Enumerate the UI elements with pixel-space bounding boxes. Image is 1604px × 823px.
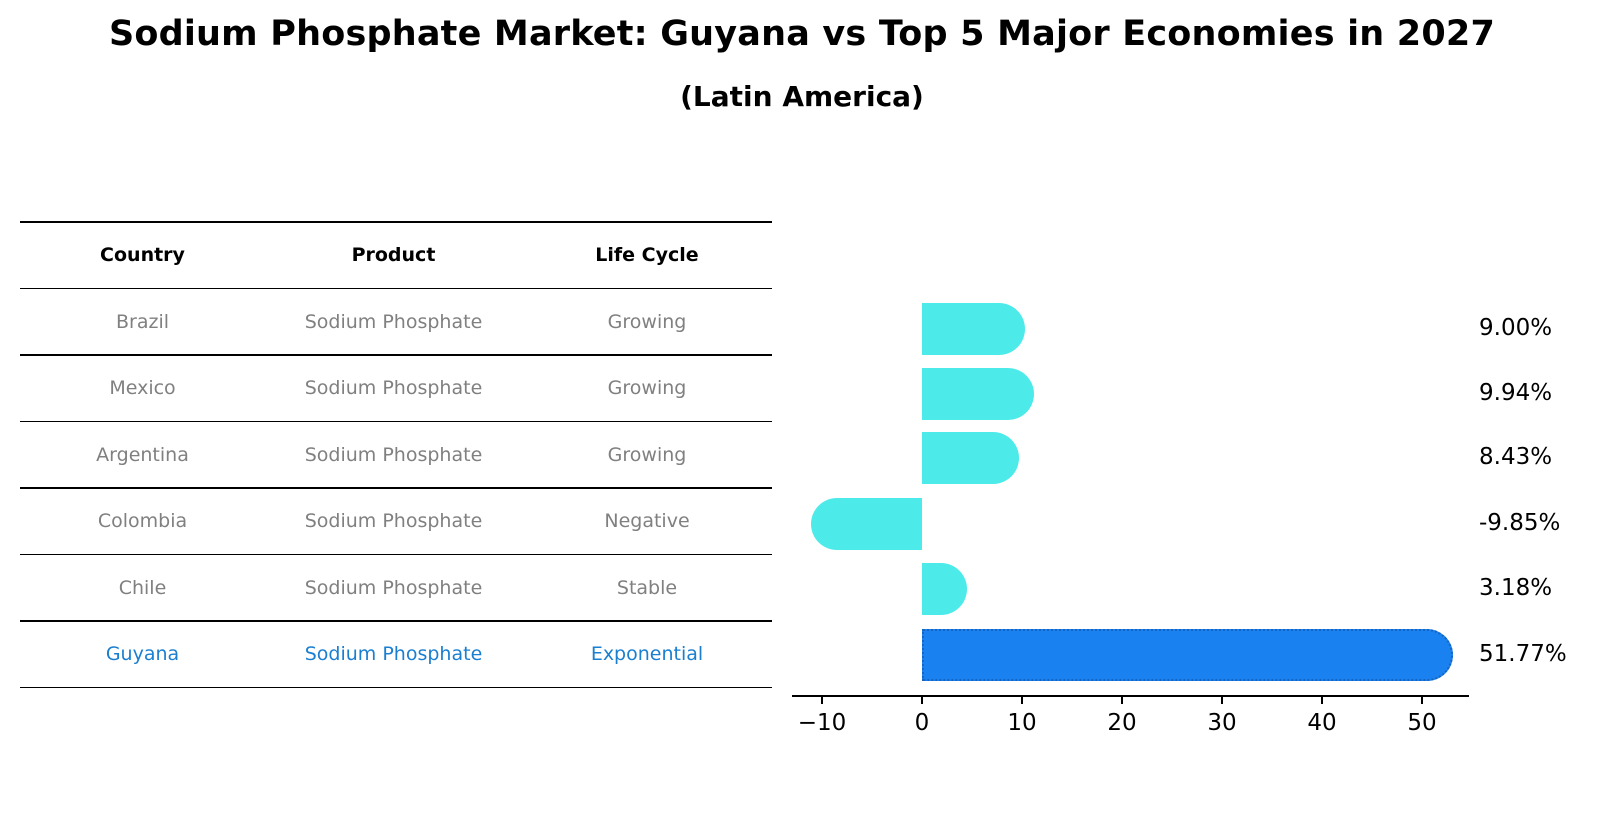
table-cell-product: Sodium Phosphate [304,643,483,665]
x-tick [1221,697,1223,704]
bar-argentina [922,432,1020,484]
table-divider [20,221,772,223]
table-cell-country: Brazil [115,310,170,333]
x-tick [1121,697,1123,704]
table-cell-life-cycle: Growing [607,310,687,333]
table-cell-product: Sodium Phosphate [304,510,483,532]
chart-subtitle: (Latin America) [680,80,924,113]
x-tick-label: −10 [797,710,847,736]
table-cell-life-cycle: Exponential [590,643,704,665]
x-tick-label: 30 [1207,710,1237,736]
value-label: 3.18% [1479,575,1553,601]
table-header-row: Country Product Life Cycle [20,222,772,288]
x-tick-label: 0 [914,710,930,736]
table-divider [20,420,772,422]
table-cell-life-cycle: Growing [607,443,687,466]
table-divider [20,553,772,555]
table-cell-country: Chile [118,576,167,599]
table-cell-product: Sodium Phosphate [304,377,483,399]
x-tick [821,697,823,704]
table-divider [20,686,772,688]
value-label: 8.43% [1479,444,1553,470]
table-divider [20,487,772,489]
value-label: 9.00% [1479,315,1553,341]
bar-guyana [922,629,1453,681]
bar-colombia [810,498,922,550]
x-tick [1321,697,1323,704]
x-tick-label: 10 [1007,710,1037,736]
table-header-cell: Life Cycle [595,244,699,266]
value-label: 51.77% [1479,641,1567,667]
x-tick-label: 40 [1307,710,1337,736]
table-cell-country: Guyana [105,643,180,665]
table-divider [20,620,772,622]
x-tick [1021,697,1023,704]
table-header-cell: Country [100,244,185,266]
table-cell-life-cycle: Growing [607,377,687,399]
x-tick [1421,697,1423,704]
table-cell-life-cycle: Negative [604,510,690,532]
table-divider [20,287,772,289]
bar-brazil [922,303,1025,355]
table-row: Chile Sodium Phosphate Stable [20,555,772,621]
table-cell-product: Sodium Phosphate [304,310,483,333]
table-cell-country: Mexico [109,377,176,399]
table-cell-country: Colombia [97,510,188,532]
bar-mexico [922,368,1035,420]
x-axis-line [792,695,1469,697]
x-tick-label: 20 [1107,710,1137,736]
table-cell-product: Sodium Phosphate [304,443,483,466]
table-header-cell: Product [351,244,436,266]
table-cell-life-cycle: Stable [616,576,678,599]
x-tick [921,697,923,704]
value-label: 9.94% [1479,380,1553,406]
table-row: Guyana Sodium Phosphate Exponential [20,621,772,687]
table-cell-product: Sodium Phosphate [304,576,483,599]
table-row: Mexico Sodium Phosphate Growing [20,355,772,421]
table-row: Brazil Sodium Phosphate Growing [20,289,772,355]
table-cell-country: Argentina [96,443,189,466]
table-divider [20,354,772,356]
chart-title: Sodium Phosphate Market: Guyana vs Top 5… [108,14,1496,54]
table-row: Colombia Sodium Phosphate Negative [20,488,772,554]
x-tick-label: 50 [1407,710,1437,736]
table-row: Argentina Sodium Phosphate Growing [20,422,772,488]
bar-chile [922,563,967,615]
value-label: -9.85% [1479,510,1561,536]
